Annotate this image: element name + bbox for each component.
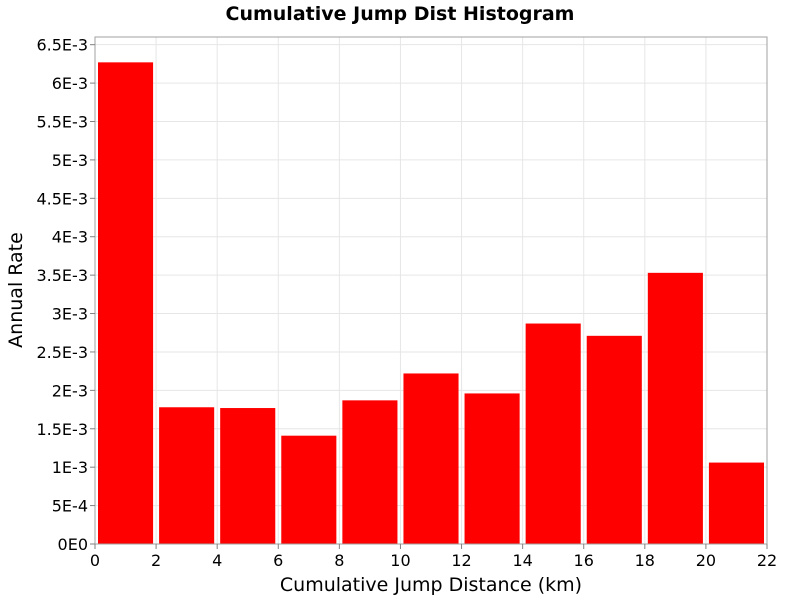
x-tick-label: 20 bbox=[696, 551, 716, 570]
histogram-bar bbox=[586, 335, 642, 544]
y-tick-label: 2.5E-3 bbox=[36, 343, 88, 362]
histogram-bar bbox=[525, 323, 581, 544]
y-tick-label: 5E-4 bbox=[52, 497, 88, 516]
y-tick-label: 5E-3 bbox=[52, 151, 88, 170]
ticks: 0 2 4 6 8 10 12 14 16 18 20 22 0E0 5E-4 1E-3 1.5E-3 2E-3… bbox=[36, 36, 777, 570]
histogram-bar bbox=[220, 408, 276, 544]
y-tick-label: 1.5E-3 bbox=[36, 420, 88, 439]
histogram-bar bbox=[281, 435, 337, 544]
y-tick-label: 0E0 bbox=[58, 535, 88, 554]
x-tick-label: 0 bbox=[90, 551, 100, 570]
x-tick-label: 6 bbox=[273, 551, 283, 570]
y-tick-label: 6E-3 bbox=[52, 74, 88, 93]
y-axis-label: Annual Rate bbox=[5, 232, 27, 348]
x-tick-label: 4 bbox=[212, 551, 222, 570]
histogram-bar bbox=[342, 400, 398, 544]
histogram-bar bbox=[708, 462, 764, 544]
x-axis-label: Cumulative Jump Distance (km) bbox=[280, 574, 582, 596]
histogram-bar bbox=[403, 373, 459, 544]
y-tick-label: 3.5E-3 bbox=[36, 266, 88, 285]
histogram-bar bbox=[159, 407, 215, 544]
histogram-bar bbox=[98, 62, 154, 544]
x-tick-label: 14 bbox=[512, 551, 532, 570]
x-tick-label: 10 bbox=[390, 551, 410, 570]
plot-area bbox=[94, 36, 768, 545]
y-tick-label: 6.5E-3 bbox=[36, 36, 88, 55]
y-tick-label: 4.5E-3 bbox=[36, 189, 88, 208]
y-tick-label: 2E-3 bbox=[52, 381, 88, 400]
y-tick-label: 5.5E-3 bbox=[36, 113, 88, 132]
y-tick-label: 3E-3 bbox=[52, 305, 88, 324]
x-tick-label: 2 bbox=[151, 551, 161, 570]
histogram-bar bbox=[464, 393, 520, 544]
x-tick-label: 8 bbox=[334, 551, 344, 570]
y-tick-label: 4E-3 bbox=[52, 228, 88, 247]
x-tick-label: 22 bbox=[757, 551, 777, 570]
x-tick-label: 18 bbox=[635, 551, 655, 570]
x-tick-label: 12 bbox=[451, 551, 471, 570]
x-tick-label: 16 bbox=[574, 551, 594, 570]
chart-title: Cumulative Jump Dist Histogram bbox=[226, 3, 575, 25]
y-tick-label: 1E-3 bbox=[52, 458, 88, 477]
bars bbox=[98, 62, 764, 544]
histogram-bar bbox=[647, 272, 703, 544]
